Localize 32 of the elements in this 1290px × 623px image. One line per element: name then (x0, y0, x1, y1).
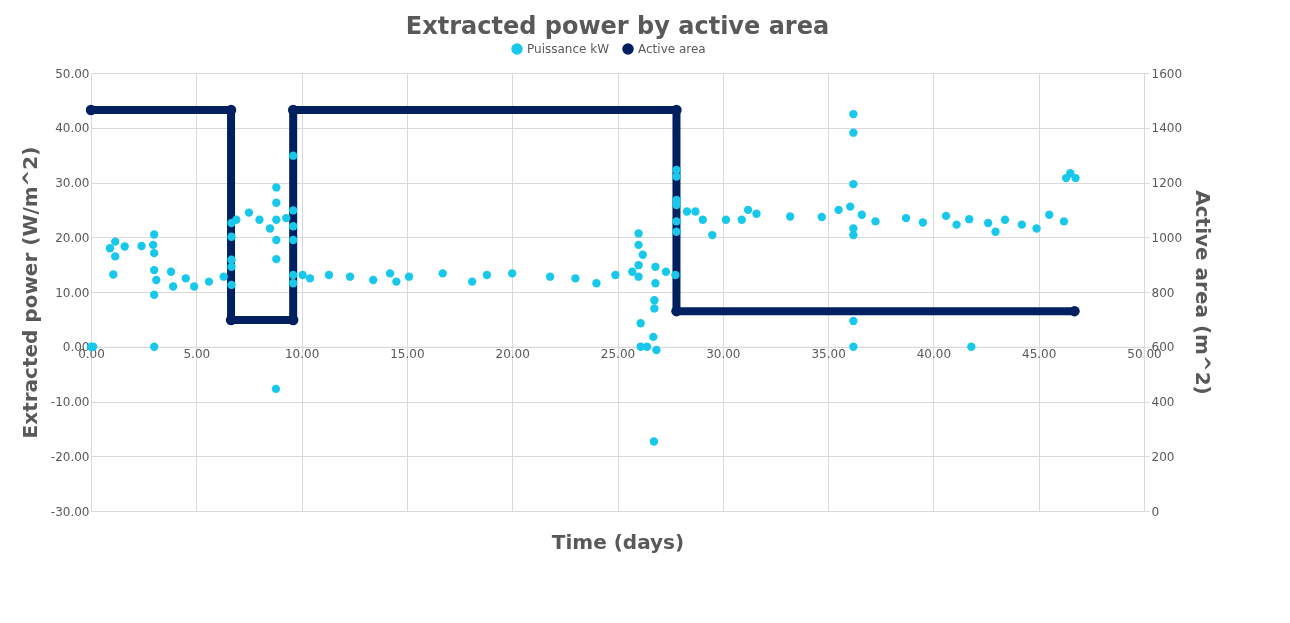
y-tick-label: -10.00 (50, 395, 90, 409)
x-axis-title: Time (days) (551, 529, 685, 554)
y-tick-label: -20.00 (50, 449, 90, 464)
y2-tick-label: 1400 (1151, 121, 1183, 136)
y-tick-label: 50.00 (55, 66, 90, 81)
point (1069, 305, 1080, 317)
chart-title: Extracted power by active area (405, 12, 830, 40)
x-tick-label: 30.00 (706, 347, 741, 362)
y2-tick-label: 0 (1151, 504, 1160, 519)
y2-tick-label: 200 (1151, 449, 1175, 464)
y2-tick-label: 1600 (1151, 66, 1183, 81)
y-tick-label: 40.00 (55, 121, 90, 136)
y2-tick-label: 400 (1151, 395, 1175, 409)
y-tick-label: 10.00 (55, 285, 90, 300)
y-tick-label: -30.00 (50, 504, 90, 519)
x-tick-label: 20.00 (495, 347, 530, 362)
y2-tick-label: 800 (1151, 285, 1175, 300)
y2-tick-label: 1000 (1151, 230, 1183, 245)
x-tick-label: 25.00 (600, 347, 636, 362)
y-axis-title: Extracted power (W/m^2) (17, 146, 42, 439)
y2-axis-title: Active area (m^2) (1191, 190, 1216, 395)
x-tick-label: 10.00 (284, 347, 320, 362)
legend-label: Active area (638, 42, 706, 56)
y-tick-label: 20.00 (55, 230, 90, 245)
x-tick-label: 40.00 (916, 347, 952, 362)
legend-label: Puissance kW (527, 42, 610, 56)
x-tick-label: 45.00 (1022, 347, 1057, 362)
x-tick-label: 15.00 (390, 347, 425, 362)
x-tick-label: 5.00 (183, 347, 211, 362)
y-tick-label: 30.00 (55, 176, 90, 190)
y2-tick-label: 1200 (1151, 176, 1183, 190)
x-tick-label: 35.00 (811, 347, 846, 362)
